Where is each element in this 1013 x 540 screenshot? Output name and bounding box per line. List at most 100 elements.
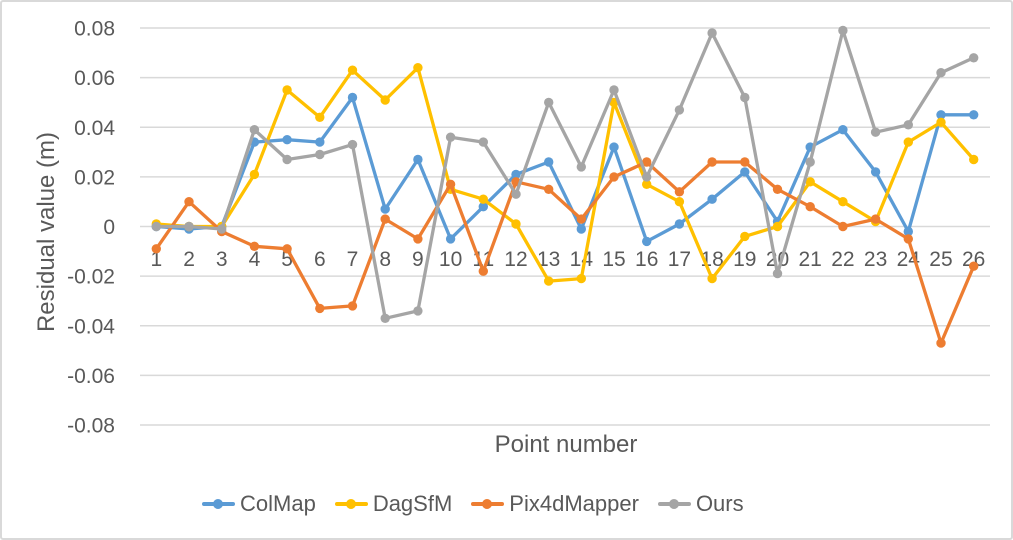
- marker-ours-21: [805, 157, 815, 167]
- marker-dagsfm-20: [772, 221, 783, 232]
- marker-dagsfm-26: [969, 154, 979, 165]
- y-tick-label: -0.06: [67, 365, 115, 388]
- x-tick-label: 19: [733, 248, 756, 271]
- marker-colmap-19: [740, 167, 750, 177]
- marker-dagsfm-12: [511, 219, 521, 229]
- marker-dagsfm-13: [544, 276, 554, 286]
- marker-colmap-24: [903, 226, 913, 237]
- marker-colmap-8: [380, 204, 390, 214]
- marker-ours-18: [707, 28, 717, 38]
- y-axis-title: Residual value (m): [33, 131, 60, 333]
- x-tick-label: 9: [412, 248, 424, 271]
- y-tick-label: 0.06: [74, 67, 115, 90]
- marker-ours-10: [445, 132, 456, 142]
- x-tick-label: 21: [799, 248, 822, 271]
- marker-pix4dmapper-20: [772, 184, 783, 194]
- marker-colmap-10: [445, 234, 456, 244]
- marker-dagsfm-14: [576, 273, 586, 284]
- x-tick-label: 26: [962, 248, 985, 271]
- x-tick-label: 12: [504, 248, 527, 271]
- marker-ours-22: [838, 25, 848, 36]
- legend-label-colmap: ColMap: [240, 491, 316, 516]
- marker-ours-19: [740, 92, 750, 103]
- marker-pix4dmapper-19: [740, 157, 750, 167]
- marker-pix4dmapper-18: [707, 157, 717, 167]
- x-tick-label: 13: [537, 248, 560, 271]
- marker-colmap-6: [315, 137, 325, 147]
- legend-label-ours: Ours: [695, 491, 744, 516]
- marker-colmap-25: [936, 110, 946, 120]
- marker-dagsfm-6: [315, 112, 325, 123]
- legend-item-colmap: ColMap: [202, 491, 316, 517]
- marker-colmap-5: [282, 135, 292, 145]
- marker-ours-9: [413, 306, 423, 316]
- series-line-pix4dmapper: [154, 160, 976, 345]
- marker-ours-24: [903, 120, 913, 130]
- marker-pix4dmapper-10: [445, 179, 456, 189]
- marker-pix4dmapper-23: [870, 214, 881, 224]
- x-tick-label: 2: [183, 248, 195, 271]
- marker-pix4dmapper-9: [413, 234, 423, 244]
- series-line-ours: [154, 28, 976, 320]
- x-tick-label: 1: [151, 248, 163, 271]
- legend-line-dot-icon: [334, 499, 368, 509]
- x-tick-label: 17: [668, 248, 691, 271]
- marker-pix4dmapper-1: [151, 244, 161, 254]
- marker-colmap-17: [674, 219, 685, 229]
- marker-colmap-15: [609, 142, 619, 152]
- y-tick-label: -0.02: [67, 266, 115, 289]
- marker-pix4dmapper-22: [838, 221, 848, 232]
- marker-ours-23: [870, 127, 881, 137]
- marker-pix4dmapper-13: [544, 184, 554, 194]
- marker-pix4dmapper-6: [315, 303, 325, 314]
- marker-colmap-26: [969, 110, 979, 120]
- marker-colmap-11: [478, 202, 488, 212]
- marker-pix4dmapper-16: [642, 157, 652, 167]
- y-tick-label: -0.04: [67, 315, 115, 338]
- marker-ours-6: [315, 149, 325, 160]
- series-line-dagsfm: [154, 66, 976, 283]
- marker-dagsfm-19: [740, 231, 750, 242]
- x-tick-label: 22: [831, 248, 854, 271]
- marker-ours-11: [478, 137, 488, 147]
- marker-dagsfm-16: [642, 179, 652, 189]
- y-tick-label: 0: [103, 216, 115, 239]
- legend-line-dot-icon: [471, 499, 505, 509]
- marker-pix4dmapper-14: [576, 214, 586, 224]
- x-axis-title: Point number: [494, 431, 638, 458]
- marker-ours-12: [511, 189, 521, 199]
- marker-dagsfm-5: [282, 85, 292, 95]
- marker-ours-15: [609, 85, 619, 95]
- y-tick-label: -0.08: [67, 415, 115, 438]
- marker-colmap-23: [870, 167, 881, 177]
- marker-dagsfm-9: [413, 62, 423, 73]
- marker-dagsfm-25: [936, 117, 946, 128]
- marker-ours-16: [642, 172, 652, 182]
- legend: ColMap DagSfM Pix4dMapper Ours: [202, 490, 744, 518]
- x-tick-label: 7: [347, 248, 359, 271]
- marker-ours-7: [347, 139, 358, 150]
- marker-pix4dmapper-2: [184, 197, 194, 207]
- marker-colmap-22: [838, 125, 848, 135]
- marker-ours-5: [282, 154, 292, 165]
- legend-item-dagsfm: DagSfM: [334, 491, 453, 517]
- marker-dagsfm-24: [903, 137, 913, 147]
- x-tick-label: 5: [281, 248, 293, 271]
- marker-colmap-18: [707, 194, 717, 204]
- x-tick-label: 6: [314, 248, 326, 271]
- x-tick-label: 14: [570, 248, 594, 271]
- marker-ours-26: [969, 53, 979, 63]
- x-tick-label: 4: [249, 248, 261, 271]
- marker-pix4dmapper-17: [674, 187, 685, 197]
- marker-ours-14: [576, 162, 586, 172]
- y-tick-label: 0.08: [74, 18, 115, 41]
- x-tick-label: 23: [864, 248, 887, 271]
- marker-ours-17: [674, 105, 685, 115]
- marker-ours-1: [151, 221, 161, 232]
- marker-ours-25: [936, 68, 946, 78]
- marker-ours-2: [184, 221, 194, 232]
- legend-label-dagsfm: DagSfM: [372, 491, 453, 516]
- marker-pix4dmapper-11: [478, 266, 488, 276]
- marker-dagsfm-11: [478, 194, 488, 204]
